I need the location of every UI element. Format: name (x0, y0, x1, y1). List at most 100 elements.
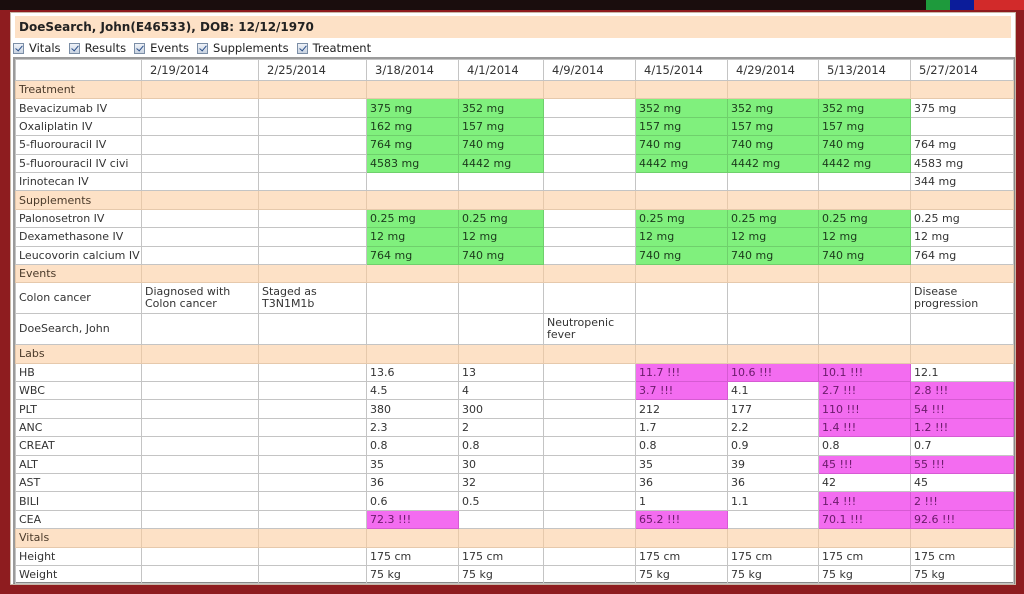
value-cell[interactable]: 0.5 (458, 491, 544, 511)
value-cell[interactable]: 75 kg (818, 564, 911, 585)
value-cell[interactable]: 1.1 (727, 491, 819, 511)
value-cell[interactable]: 0.8 (366, 436, 459, 456)
abnormal-value-cell[interactable]: 92.6 !!! (910, 509, 1014, 530)
value-cell[interactable] (258, 208, 367, 229)
value-cell[interactable]: 162 mg (366, 116, 459, 137)
value-cell[interactable]: 175 cm (910, 546, 1014, 566)
value-cell[interactable]: 740 mg (727, 245, 819, 265)
value-cell[interactable]: 35 (366, 454, 459, 475)
abnormal-value-cell[interactable]: 11.7 !!! (635, 362, 728, 383)
abnormal-value-cell[interactable]: 2.7 !!! (818, 381, 911, 401)
value-cell[interactable]: 12 mg (635, 227, 728, 247)
value-cell[interactable] (543, 564, 636, 585)
checkbox-checked-icon[interactable] (296, 42, 308, 54)
value-cell[interactable] (635, 313, 728, 346)
value-cell[interactable] (727, 509, 819, 530)
value-cell[interactable]: 12 mg (366, 227, 459, 247)
checkbox-checked-icon[interactable] (68, 42, 80, 54)
value-cell[interactable] (543, 282, 636, 315)
value-cell[interactable]: 375 mg (366, 98, 459, 118)
value-cell[interactable]: 4442 mg (818, 153, 911, 173)
value-cell[interactable] (910, 313, 1014, 346)
value-cell[interactable] (818, 282, 911, 315)
value-cell[interactable]: 740 mg (458, 135, 544, 155)
value-cell[interactable] (910, 116, 1014, 137)
value-cell[interactable]: 12 mg (727, 227, 819, 247)
value-cell[interactable]: 344 mg (910, 171, 1014, 192)
value-cell[interactable]: 375 mg (910, 98, 1014, 118)
value-cell[interactable] (543, 381, 636, 401)
abnormal-value-cell[interactable]: 10.1 !!! (818, 362, 911, 383)
value-cell[interactable]: 0.9 (727, 436, 819, 456)
value-cell[interactable]: 352 mg (818, 98, 911, 118)
value-cell[interactable] (141, 208, 259, 229)
value-cell[interactable]: 4442 mg (727, 153, 819, 173)
value-cell[interactable]: 1 (635, 491, 728, 511)
value-cell[interactable]: 2.2 (727, 417, 819, 438)
value-cell[interactable]: 764 mg (910, 245, 1014, 265)
abnormal-value-cell[interactable]: 10.6 !!! (727, 362, 819, 383)
value-cell[interactable]: 175 cm (818, 546, 911, 566)
value-cell[interactable]: 0.25 mg (727, 208, 819, 229)
value-cell[interactable] (258, 546, 367, 566)
value-cell[interactable]: 764 mg (910, 135, 1014, 155)
checkbox-checked-icon[interactable] (13, 42, 24, 54)
value-cell[interactable] (543, 227, 636, 247)
value-cell[interactable]: 42 (818, 473, 911, 493)
abnormal-value-cell[interactable]: 1.4 !!! (818, 417, 911, 438)
value-cell[interactable] (543, 171, 636, 192)
value-cell[interactable] (258, 153, 367, 173)
value-cell[interactable]: 740 mg (818, 245, 911, 265)
value-cell[interactable]: 36 (635, 473, 728, 493)
value-cell[interactable]: 0.25 mg (635, 208, 728, 229)
value-cell[interactable]: 12.1 (910, 362, 1014, 383)
abnormal-value-cell[interactable]: 70.1 !!! (818, 509, 911, 530)
value-cell[interactable] (141, 116, 259, 137)
abnormal-value-cell[interactable]: 45 !!! (818, 454, 911, 475)
abnormal-value-cell[interactable]: 54 !!! (910, 399, 1014, 419)
value-cell[interactable]: 740 mg (818, 135, 911, 155)
abnormal-value-cell[interactable]: 2 !!! (910, 491, 1014, 511)
value-cell[interactable] (141, 153, 259, 173)
value-cell[interactable]: Disease progression (910, 282, 1014, 315)
value-cell[interactable]: 0.6 (366, 491, 459, 511)
value-cell[interactable] (258, 564, 367, 585)
filter-treatment[interactable]: Treatment (296, 41, 371, 55)
value-cell[interactable]: 764 mg (366, 135, 459, 155)
value-cell[interactable] (258, 509, 367, 530)
value-cell[interactable] (141, 546, 259, 566)
value-cell[interactable] (258, 227, 367, 247)
value-cell[interactable]: 352 mg (635, 98, 728, 118)
value-cell[interactable] (543, 116, 636, 137)
value-cell[interactable]: 300 (458, 399, 544, 419)
value-cell[interactable] (543, 245, 636, 265)
value-cell[interactable]: 32 (458, 473, 544, 493)
value-cell[interactable] (258, 454, 367, 475)
value-cell[interactable]: 0.25 mg (910, 208, 1014, 229)
value-cell[interactable] (258, 245, 367, 265)
abnormal-value-cell[interactable]: 1.2 !!! (910, 417, 1014, 438)
value-cell[interactable]: 157 mg (818, 116, 911, 137)
value-cell[interactable]: 157 mg (727, 116, 819, 137)
value-cell[interactable] (258, 381, 367, 401)
value-cell[interactable] (258, 491, 367, 511)
value-cell[interactable] (543, 135, 636, 155)
checkbox-checked-icon[interactable] (134, 42, 146, 54)
value-cell[interactable]: 12 mg (458, 227, 544, 247)
value-cell[interactable] (258, 116, 367, 137)
value-cell[interactable]: 0.8 (458, 436, 544, 456)
value-cell[interactable]: 740 mg (727, 135, 819, 155)
value-cell[interactable] (727, 282, 819, 315)
value-cell[interactable]: 175 cm (458, 546, 544, 566)
value-cell[interactable] (258, 417, 367, 438)
value-cell[interactable]: 764 mg (366, 245, 459, 265)
value-cell[interactable]: Neutropenic fever (543, 313, 636, 346)
value-cell[interactable] (543, 473, 636, 493)
value-cell[interactable]: 35 (635, 454, 728, 475)
value-cell[interactable]: 12 mg (818, 227, 911, 247)
value-cell[interactable]: 75 kg (366, 564, 459, 585)
value-cell[interactable]: 45 (910, 473, 1014, 493)
value-cell[interactable] (258, 362, 367, 383)
value-cell[interactable]: 30 (458, 454, 544, 475)
value-cell[interactable]: 177 (727, 399, 819, 419)
